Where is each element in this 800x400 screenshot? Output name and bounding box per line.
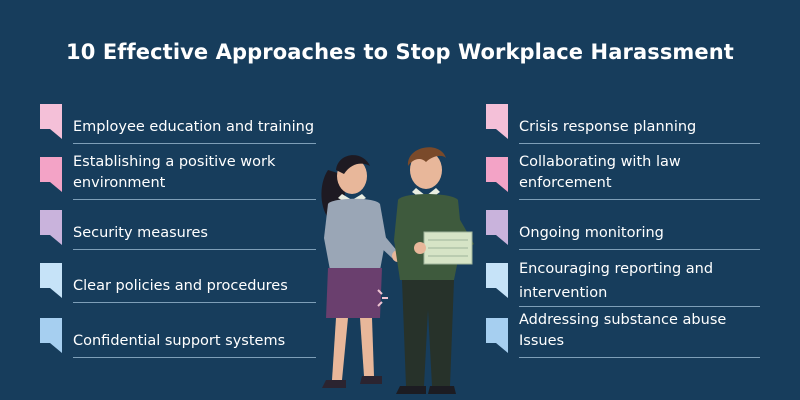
bookmark-icon (486, 157, 510, 193)
bookmark-icon (40, 104, 64, 140)
man-figure (377, 147, 474, 394)
page-title: 10 Effective Approaches to Stop Workplac… (66, 40, 734, 64)
woman-figure (321, 155, 404, 388)
list-item-left-5: Confidential support systems (40, 318, 316, 358)
list-item-right-3: Ongoing monitoring (486, 210, 760, 250)
bookmark-icon (40, 318, 64, 354)
divider (519, 199, 760, 200)
list-item-left-3: Security measures (40, 210, 316, 250)
divider (73, 302, 316, 303)
bookmark-icon (486, 210, 510, 246)
item-label: Ongoing monitoring (519, 225, 664, 241)
list-item-left-2: Establishing a positive work environment (40, 154, 316, 200)
item-label: Clear policies and procedures (73, 278, 288, 294)
bookmark-icon (486, 263, 510, 299)
item-label: Establishing a positive work environment (73, 154, 276, 191)
bookmark-icon (486, 318, 510, 354)
item-label: Addressing substance abuse Issues (519, 312, 727, 349)
item-label: Security measures (73, 225, 208, 241)
item-label: Employee education and training (73, 119, 315, 135)
list-item-left-4: Clear policies and procedures (40, 263, 316, 303)
item-label: Crisis response planning (519, 119, 697, 135)
divider (519, 306, 760, 307)
list-item-left-1: Employee education and training (40, 104, 316, 144)
bookmark-icon (40, 263, 64, 299)
divider (73, 199, 316, 200)
item-label: Collaborating with law enforcement (519, 154, 681, 191)
divider (73, 143, 316, 144)
harassment-illustration (321, 147, 474, 394)
list-item-right-5: Addressing substance abuse Issues (486, 312, 760, 358)
divider (519, 249, 760, 250)
bookmark-icon (40, 210, 64, 246)
divider (519, 357, 760, 358)
list-item-right-4: Encouraging reporting and intervention (486, 261, 760, 307)
item-label: Confidential support systems (73, 333, 286, 349)
divider (519, 143, 760, 144)
divider (73, 357, 316, 358)
list-item-right-2: Collaborating with law enforcement (486, 154, 760, 200)
bookmark-icon (40, 157, 64, 193)
item-label: Encouraging reporting and intervention (519, 261, 714, 301)
list-item-right-1: Crisis response planning (486, 104, 760, 144)
divider (73, 249, 316, 250)
bookmark-icon (486, 104, 510, 140)
